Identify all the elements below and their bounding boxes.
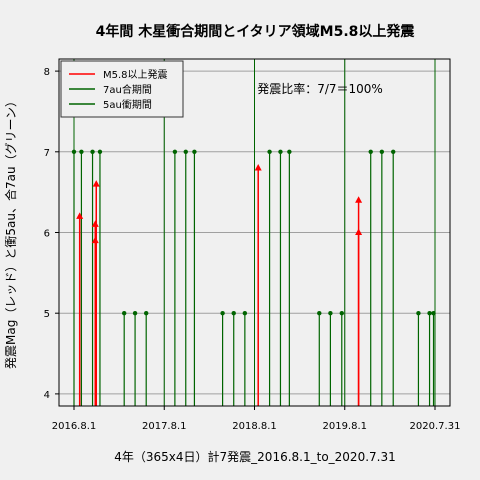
- y-tick-label: 8: [44, 67, 50, 78]
- y-tick-label: 6: [44, 229, 50, 240]
- period-point: [172, 149, 178, 155]
- earthquake-series: [76, 163, 363, 406]
- y-axis-label: 発震Mag（レッド）と衝5au、合7au（グリーン）: [3, 95, 18, 369]
- quake-point: [76, 212, 84, 219]
- x-tick-label: 2020.7.31: [410, 421, 461, 432]
- x-tick-label: 2017.8.1: [142, 421, 187, 432]
- y-tick-label: 4: [44, 390, 50, 401]
- period-point: [90, 149, 95, 155]
- x-tick-label: 2019.8.1: [322, 421, 367, 432]
- period-point: [431, 310, 436, 316]
- legend-label-5au: 5au衝期間: [103, 98, 152, 111]
- quake-point: [92, 180, 100, 187]
- period-point: [231, 310, 236, 316]
- period-series: [71, 149, 436, 406]
- period-point: [192, 149, 197, 155]
- period-point: [339, 310, 344, 316]
- x-axis-label: 4年（365x4日）計7発震_2016.8.1_to_2020.7.31: [114, 449, 395, 464]
- legend-label-7au: 7au合期間: [103, 83, 152, 96]
- period-point: [368, 149, 373, 155]
- legend: M5.8以上発震 7au合期間 5au衝期間: [60, 60, 184, 118]
- period-point: [427, 310, 432, 316]
- quake-point: [254, 163, 262, 171]
- period-point: [79, 149, 84, 155]
- period-point: [183, 149, 188, 155]
- ratio-annotation: 発震比率：7/7＝100%: [257, 81, 383, 96]
- axes: 4 5 6 7 8 2016.8.1 2017.8.1 2018.8.1 2019.8.1 202…: [44, 67, 461, 432]
- plot-frame: [58, 58, 451, 407]
- period-point: [144, 310, 149, 316]
- chart-title: 4年間 木星衝合期間とイタリア領域M5.8以上発震: [96, 23, 416, 40]
- quake-point: [91, 220, 99, 227]
- period-point: [132, 310, 138, 316]
- period-point: [97, 149, 103, 155]
- period-point: [416, 310, 421, 316]
- x-tick-label: 2018.8.1: [232, 421, 277, 432]
- period-point: [278, 149, 283, 155]
- x-tick-label: 2016.8.1: [52, 421, 97, 432]
- period-point: [328, 310, 333, 316]
- legend-label-earthquake: M5.8以上発震: [103, 68, 168, 81]
- period-point: [267, 149, 272, 155]
- quake-point: [355, 196, 363, 203]
- period-point: [391, 149, 396, 155]
- period-point: [121, 310, 127, 316]
- period-point: [71, 149, 77, 155]
- period-point: [379, 149, 385, 155]
- y-tick-label: 7: [44, 148, 50, 159]
- period-point: [242, 310, 248, 316]
- period-point: [317, 310, 322, 316]
- period-point: [287, 149, 292, 155]
- period-point: [220, 310, 225, 316]
- y-tick-label: 5: [44, 309, 50, 320]
